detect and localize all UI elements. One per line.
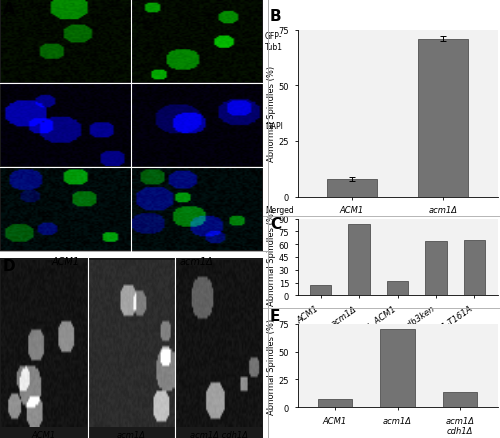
Text: acm1Δ: acm1Δ — [117, 430, 146, 438]
Bar — [418, 39, 468, 197]
Bar — [380, 330, 414, 407]
Bar — [387, 281, 408, 296]
Text: D: D — [2, 258, 15, 273]
Text: Merged: Merged — [265, 205, 294, 214]
Bar — [426, 241, 446, 296]
Bar — [327, 179, 377, 197]
Text: DAPI: DAPI — [265, 121, 283, 131]
Y-axis label: Abnormal Spindles (%): Abnormal Spindles (%) — [267, 66, 276, 162]
Text: C: C — [270, 217, 281, 232]
Text: ACM1: ACM1 — [52, 256, 80, 266]
Text: ACM1: ACM1 — [32, 430, 56, 438]
Y-axis label: Abnormal Spindles (%): Abnormal Spindles (%) — [267, 318, 276, 413]
Bar — [464, 240, 485, 296]
Bar — [348, 225, 370, 296]
Text: B: B — [270, 9, 281, 24]
Text: A: A — [2, 2, 14, 17]
Text: acm1Δ cdh1Δ: acm1Δ cdh1Δ — [190, 430, 248, 438]
Y-axis label: Abnormal Spindles (%): Abnormal Spindles (%) — [267, 209, 276, 305]
Text: E: E — [270, 309, 280, 324]
Bar — [443, 392, 477, 407]
Text: acm1Δ: acm1Δ — [180, 256, 214, 266]
Bar — [310, 286, 331, 296]
Text: GFP-
Tub1: GFP- Tub1 — [265, 32, 283, 52]
Bar — [318, 399, 352, 407]
